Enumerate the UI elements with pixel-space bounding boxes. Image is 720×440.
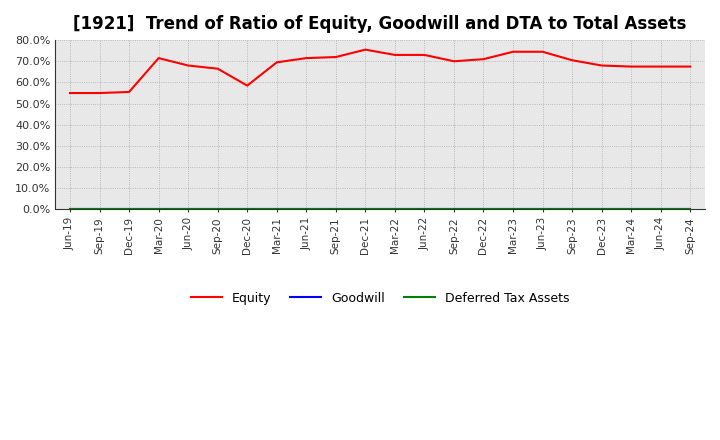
- Goodwill: [272, 207, 281, 212]
- Deferred Tax Assets: [657, 207, 665, 212]
- Deferred Tax Assets: [361, 207, 369, 212]
- Goodwill: [331, 207, 340, 212]
- Equity: [184, 63, 192, 68]
- Deferred Tax Assets: [568, 207, 577, 212]
- Deferred Tax Assets: [449, 207, 458, 212]
- Goodwill: [154, 207, 163, 212]
- Goodwill: [509, 207, 518, 212]
- Deferred Tax Assets: [480, 207, 488, 212]
- Deferred Tax Assets: [302, 207, 310, 212]
- Goodwill: [449, 207, 458, 212]
- Equity: [686, 64, 695, 69]
- Equity: [539, 49, 547, 55]
- Deferred Tax Assets: [95, 207, 104, 212]
- Equity: [66, 90, 74, 95]
- Equity: [657, 64, 665, 69]
- Equity: [272, 60, 281, 65]
- Goodwill: [302, 207, 310, 212]
- Deferred Tax Assets: [243, 207, 251, 212]
- Equity: [361, 47, 369, 52]
- Goodwill: [539, 207, 547, 212]
- Goodwill: [243, 207, 251, 212]
- Equity: [598, 63, 606, 68]
- Deferred Tax Assets: [686, 207, 695, 212]
- Equity: [420, 52, 428, 58]
- Goodwill: [361, 207, 369, 212]
- Deferred Tax Assets: [627, 207, 636, 212]
- Equity: [509, 49, 518, 55]
- Goodwill: [390, 207, 399, 212]
- Goodwill: [420, 207, 428, 212]
- Deferred Tax Assets: [390, 207, 399, 212]
- Goodwill: [213, 207, 222, 212]
- Deferred Tax Assets: [509, 207, 518, 212]
- Line: Equity: Equity: [70, 50, 690, 93]
- Goodwill: [568, 207, 577, 212]
- Equity: [627, 64, 636, 69]
- Deferred Tax Assets: [331, 207, 340, 212]
- Deferred Tax Assets: [154, 207, 163, 212]
- Goodwill: [627, 207, 636, 212]
- Deferred Tax Assets: [272, 207, 281, 212]
- Equity: [95, 90, 104, 95]
- Deferred Tax Assets: [598, 207, 606, 212]
- Goodwill: [686, 207, 695, 212]
- Equity: [331, 55, 340, 60]
- Equity: [243, 83, 251, 88]
- Deferred Tax Assets: [184, 207, 192, 212]
- Equity: [154, 55, 163, 61]
- Deferred Tax Assets: [125, 207, 133, 212]
- Equity: [568, 58, 577, 63]
- Equity: [213, 66, 222, 71]
- Goodwill: [657, 207, 665, 212]
- Legend: Equity, Goodwill, Deferred Tax Assets: Equity, Goodwill, Deferred Tax Assets: [186, 287, 575, 310]
- Title: [1921]  Trend of Ratio of Equity, Goodwill and DTA to Total Assets: [1921] Trend of Ratio of Equity, Goodwil…: [73, 15, 687, 33]
- Equity: [449, 59, 458, 64]
- Goodwill: [480, 207, 488, 212]
- Deferred Tax Assets: [420, 207, 428, 212]
- Equity: [125, 89, 133, 95]
- Deferred Tax Assets: [66, 207, 74, 212]
- Deferred Tax Assets: [213, 207, 222, 212]
- Equity: [390, 52, 399, 58]
- Goodwill: [598, 207, 606, 212]
- Goodwill: [66, 207, 74, 212]
- Equity: [302, 55, 310, 61]
- Goodwill: [184, 207, 192, 212]
- Equity: [480, 56, 488, 62]
- Deferred Tax Assets: [539, 207, 547, 212]
- Goodwill: [95, 207, 104, 212]
- Goodwill: [125, 207, 133, 212]
